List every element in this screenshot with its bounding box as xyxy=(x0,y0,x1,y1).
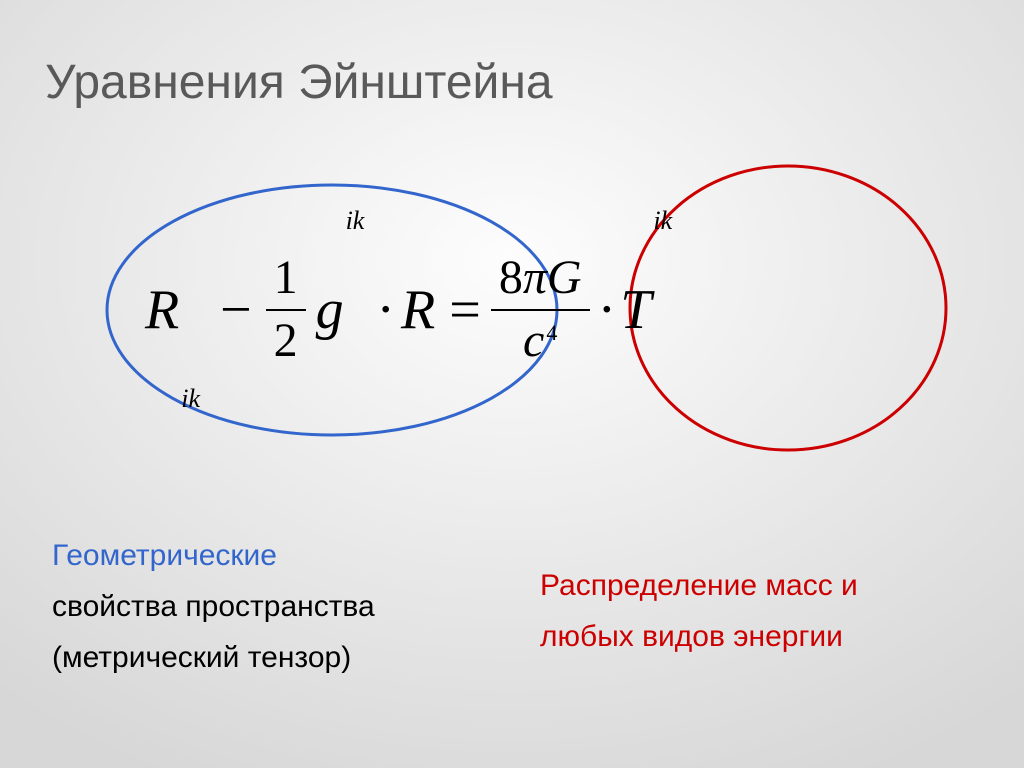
eq-coeff-bar xyxy=(491,309,590,311)
eq-G: G xyxy=(547,252,582,305)
eq-half-num: 1 xyxy=(266,250,306,307)
eq-coeff-num: 8 π G xyxy=(491,250,590,307)
rhs-caption: Распределение масс и любых видов энергии xyxy=(540,560,858,662)
eq-g: g xyxy=(306,278,344,342)
eq-dot2: · xyxy=(590,278,621,342)
eq-T-sup: ik xyxy=(651,206,678,236)
eq-half-den: 2 xyxy=(266,313,306,370)
eq-half-bar xyxy=(266,309,306,311)
eq-one-half: 1 2 xyxy=(266,250,306,370)
slide-title: Уравнения Эйнштейна xyxy=(45,55,553,110)
rhs-caption-line1: Распределение масс и xyxy=(540,569,858,602)
eq-c-pow: 4 xyxy=(544,321,557,345)
eq-g-sup: ik xyxy=(344,206,371,236)
einstein-equation: R ik − 1 2 g ik · R = 8 π G c 4 · T ik xyxy=(145,220,905,400)
eq-dot1: · xyxy=(370,278,401,342)
eq-c: c xyxy=(523,315,544,368)
lhs-caption-line1: Геометрические xyxy=(52,539,277,572)
eq-minus: − xyxy=(206,278,266,342)
eq-8: 8 xyxy=(499,252,523,305)
lhs-caption: Геометрические свойства пространства (ме… xyxy=(52,530,375,683)
eq-pi: π xyxy=(523,252,547,305)
eq-equals: = xyxy=(435,278,491,342)
eq-coeff-frac: 8 π G c 4 xyxy=(491,250,590,370)
lhs-caption-line3: (метрический тензор) xyxy=(52,641,351,674)
eq-R2: R xyxy=(401,278,435,342)
lhs-caption-line2: свойства пространства xyxy=(52,590,375,623)
eq-coeff-den: c 4 xyxy=(515,313,565,370)
eq-R1: R xyxy=(145,278,179,342)
eq-T: T xyxy=(620,278,651,342)
eq-R1-sub: ik xyxy=(179,384,206,414)
rhs-caption-line2: любых видов энергии xyxy=(540,620,843,653)
